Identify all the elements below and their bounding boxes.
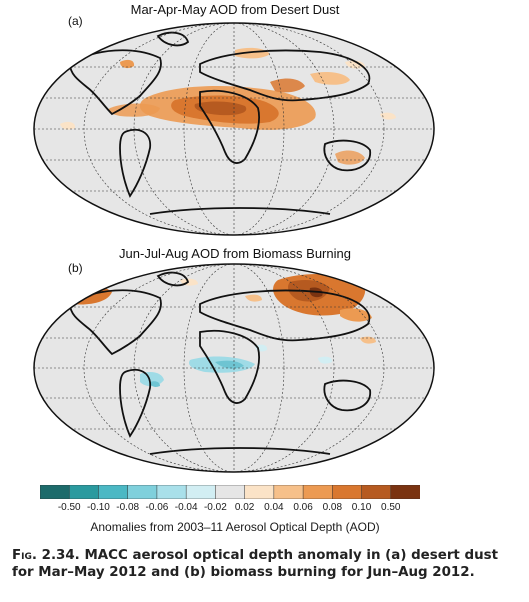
colorbar-swatch <box>185 485 216 499</box>
caption-text: MACC aerosol optical depth anomaly in (a… <box>12 548 498 580</box>
colorbar-tick-label: -0.08 <box>116 502 140 513</box>
map-a-graticule <box>34 23 434 235</box>
colorbar-swatch <box>127 485 158 499</box>
colorbar-tick-label: -0.04 <box>174 502 198 513</box>
colorbar-tick-label: -0.10 <box>87 502 110 513</box>
colorbar-tick-label: 0.02 <box>234 502 255 513</box>
map-a-anomaly-fields <box>60 31 396 215</box>
colorbar-tick-label: 0.04 <box>264 502 284 513</box>
colorbar-label: Anomalies from 2003–11 Aerosol Optical D… <box>90 520 380 534</box>
colorbar-swatch <box>156 485 187 499</box>
map-a-panel-label: (a) <box>68 14 83 28</box>
map-a-coastlines <box>69 31 371 215</box>
colorbar-tick-label: -0.50 <box>57 502 81 513</box>
colorbar-ticks: -0.50 -0.10 -0.08 -0.06 -0.04 -0.02 0.02 0.04 0.… <box>46 502 426 516</box>
figure-caption: Fig. 2.34. MACC aerosol optical depth an… <box>12 547 517 581</box>
map-a-title: Mar-Apr-May AOD from Desert Dust <box>130 2 340 17</box>
caption-figure-number: Fig. 2.34. <box>12 548 80 563</box>
colorbar-swatch <box>390 485 420 499</box>
colorbar-swatch <box>332 485 363 499</box>
map-b-anomaly-fields <box>54 271 376 455</box>
colorbar-swatch <box>215 485 246 499</box>
map-b-graticule <box>34 264 434 472</box>
colorbar-swatch <box>244 485 275 499</box>
colorbar-tick-label: 0.06 <box>293 502 313 513</box>
colorbar-tick-label: 0.50 <box>381 502 401 513</box>
colorbar-swatch <box>98 485 129 499</box>
map-b-border <box>33 263 435 473</box>
colorbar <box>40 485 420 499</box>
map-b-coastlines <box>69 271 371 455</box>
colorbar-swatch <box>68 485 100 499</box>
colorbar-tick-label: -0.06 <box>145 502 169 513</box>
colorbar-swatch <box>302 485 333 499</box>
colorbar-tick-label: 0.08 <box>322 502 343 513</box>
colorbar-swatch <box>361 485 392 499</box>
map-b-title: Jun-Jul-Aug AOD from Biomass Burning <box>119 246 351 261</box>
map-b-biomass-aod <box>33 263 435 473</box>
colorbar-tick-label: -0.02 <box>203 502 227 513</box>
map-b-panel-label: (b) <box>68 261 83 275</box>
map-a-dust-aod <box>33 22 435 236</box>
colorbar-swatch <box>273 485 304 499</box>
colorbar-swatch <box>40 485 70 499</box>
map-a-border <box>33 22 435 236</box>
colorbar-tick-label: 0.10 <box>351 502 372 513</box>
